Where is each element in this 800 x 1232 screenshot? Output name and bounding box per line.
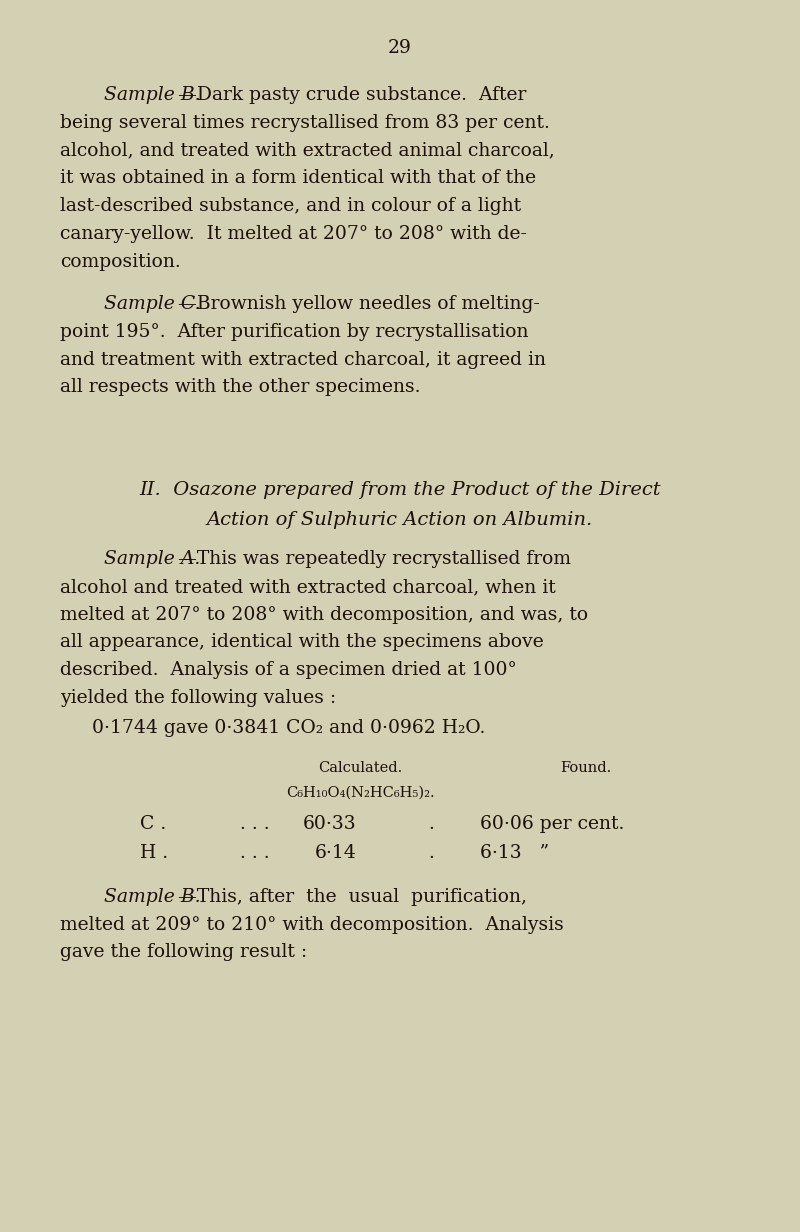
Text: Action of Sulphuric Action on Albumin.: Action of Sulphuric Action on Albumin.	[207, 511, 593, 530]
Text: —This, after  the  usual  purification,: —This, after the usual purification,	[178, 888, 526, 906]
Text: described.  Analysis of a specimen dried at 100°: described. Analysis of a specimen dried …	[60, 662, 517, 679]
Text: all appearance, identical with the specimens above: all appearance, identical with the speci…	[60, 633, 544, 652]
Text: 60·06 per cent.: 60·06 per cent.	[480, 816, 624, 833]
Text: Found.: Found.	[560, 761, 611, 775]
Text: —Dark pasty crude substance.  After: —Dark pasty crude substance. After	[178, 86, 526, 105]
Text: melted at 209° to 210° with decomposition.  Analysis: melted at 209° to 210° with decompositio…	[60, 915, 564, 934]
Text: gave the following result :: gave the following result :	[60, 944, 307, 961]
Text: 6·13   ”: 6·13 ”	[480, 844, 549, 862]
Text: Sample C.: Sample C.	[104, 294, 201, 313]
Text: canary-yellow.  It melted at 207° to 208° with de-: canary-yellow. It melted at 207° to 208°…	[60, 224, 527, 243]
Text: 6·14: 6·14	[314, 844, 356, 862]
Text: last-described substance, and in colour of a light: last-described substance, and in colour …	[60, 197, 521, 216]
Text: being several times recrystallised from 83 per cent.: being several times recrystallised from …	[60, 113, 550, 132]
Text: alcohol, and treated with extracted animal charcoal,: alcohol, and treated with extracted anim…	[60, 142, 554, 160]
Text: .: .	[428, 816, 434, 833]
Text: .: .	[428, 844, 434, 862]
Text: yielded the following values :: yielded the following values :	[60, 689, 336, 707]
Text: 0·1744 gave 0·3841 CO₂ and 0·0962 H₂O.: 0·1744 gave 0·3841 CO₂ and 0·0962 H₂O.	[92, 719, 486, 738]
Text: —Brownish yellow needles of melting-: —Brownish yellow needles of melting-	[178, 294, 539, 313]
Text: composition.: composition.	[60, 253, 181, 271]
Text: 29: 29	[388, 39, 412, 58]
Text: H .: H .	[140, 844, 168, 862]
Text: Sample A.: Sample A.	[104, 551, 200, 568]
Text: alcohol and treated with extracted charcoal, when it: alcohol and treated with extracted charc…	[60, 578, 556, 596]
Text: it was obtained in a form identical with that of the: it was obtained in a form identical with…	[60, 169, 536, 187]
Text: and treatment with extracted charcoal, it agreed in: and treatment with extracted charcoal, i…	[60, 350, 546, 368]
Text: Sample B.: Sample B.	[104, 888, 201, 906]
Text: II.  Osazone prepared from the Product of the Direct: II. Osazone prepared from the Product of…	[139, 480, 661, 499]
Text: C₆H₁₀O₄(N₂HC₆H₅)₂.: C₆H₁₀O₄(N₂HC₆H₅)₂.	[286, 786, 434, 800]
Text: melted at 207° to 208° with decomposition, and was, to: melted at 207° to 208° with decompositio…	[60, 606, 588, 623]
Text: —This was repeatedly recrystallised from: —This was repeatedly recrystallised from	[178, 551, 570, 568]
Text: 60·33: 60·33	[302, 816, 356, 833]
Text: . . .: . . .	[240, 844, 270, 862]
Text: C .: C .	[140, 816, 166, 833]
Text: Sample B.: Sample B.	[104, 86, 201, 105]
Text: point 195°.  After purification by recrystallisation: point 195°. After purification by recrys…	[60, 323, 529, 341]
Text: all respects with the other specimens.: all respects with the other specimens.	[60, 378, 421, 397]
Text: . . .: . . .	[240, 816, 270, 833]
Text: Calculated.: Calculated.	[318, 761, 402, 775]
